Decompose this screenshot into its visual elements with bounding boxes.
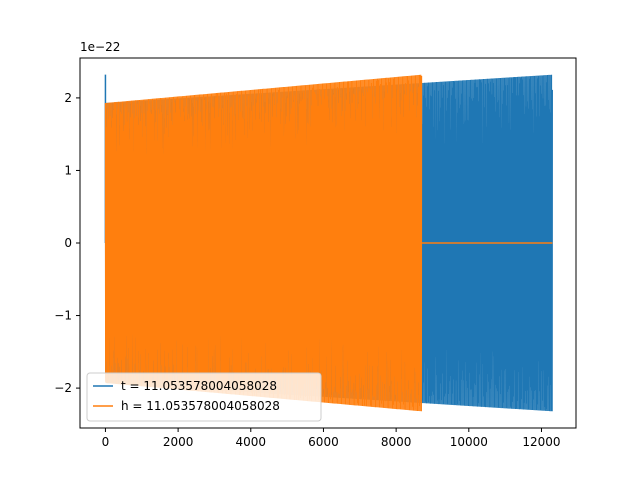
x-tick-label: 10000 xyxy=(450,435,488,449)
y-tick-label: 1 xyxy=(64,163,72,177)
y-tick-label: −1 xyxy=(54,309,72,323)
x-tick-label: 8000 xyxy=(381,435,412,449)
legend: t = 11.053578004058028 h = 11.05357800405… xyxy=(86,372,322,422)
x-tick-label: 4000 xyxy=(236,435,267,449)
y-offset-label: 1e−22 xyxy=(80,40,120,54)
x-tick-label: 2000 xyxy=(163,435,194,449)
y-axis-ticks: −2 −1 0 1 2 xyxy=(54,91,80,395)
series-h-line xyxy=(104,74,423,412)
series-layer xyxy=(104,74,553,412)
x-tick-label: 6000 xyxy=(308,435,339,449)
y-tick-label: −2 xyxy=(54,381,72,395)
x-tick-label: 0 xyxy=(102,435,110,449)
x-axis-ticks: 0 2000 4000 6000 8000 10000 12000 xyxy=(102,428,561,449)
x-tick-label: 12000 xyxy=(522,435,560,449)
y-tick-label: 2 xyxy=(64,91,72,105)
legend-entry-label: h = 11.053578004058028 xyxy=(121,399,280,413)
y-tick-label: 0 xyxy=(64,236,72,250)
legend-entry-label: t = 11.053578004058028 xyxy=(121,379,277,393)
legend-box xyxy=(86,372,322,422)
